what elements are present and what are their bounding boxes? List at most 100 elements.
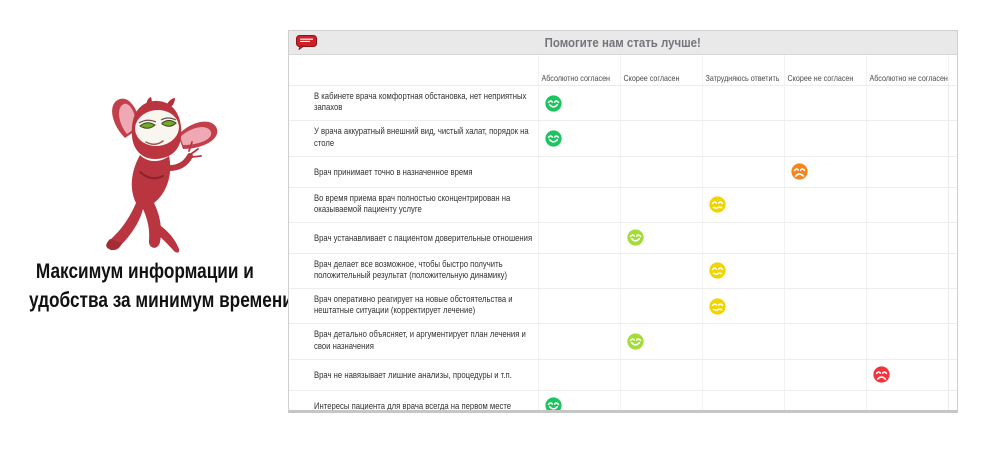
answer-cell[interactable] [702,187,784,222]
answer-cell[interactable] [784,187,866,222]
question-row: Во время приема врач полностью сконцентр… [289,187,957,223]
question-row: В кабинете врача комфортная обстановка, … [289,86,957,122]
answer-cell[interactable] [702,359,784,390]
answer-cell[interactable] [784,359,866,390]
column-header: Скорее согласен [620,55,702,85]
question-table: В кабинете врача комфортная обстановка, … [289,86,957,410]
answer-cell[interactable] [784,156,866,187]
right-strip [948,121,957,156]
answer-cell[interactable] [620,359,702,390]
right-strip [948,222,957,253]
answer-cell[interactable] [702,156,784,187]
question-text: Врач делает все возможное, чтобы быстро … [314,258,508,280]
answer-cell[interactable] [866,187,948,222]
neutral-face-icon [709,262,726,279]
question-row: У врача аккуратный внешний вид, чистый х… [289,121,957,157]
answer-cell[interactable] [702,289,784,324]
answer-cell[interactable] [866,324,948,359]
answer-cell[interactable] [702,121,784,156]
row-gutter [289,223,301,253]
panel-header: Помогите нам стать лучше! [289,31,957,55]
answer-cell[interactable] [784,253,866,288]
answer-cell[interactable] [538,86,620,121]
gutter-header [289,55,301,85]
column-header: Абсолютно не согласен [866,55,948,85]
answer-cell[interactable] [620,253,702,288]
answer-cell[interactable] [620,289,702,324]
answer-cell[interactable] [866,156,948,187]
question-row: Врач оперативно реагирует на новые обсто… [289,289,957,325]
right-strip [948,324,957,359]
answer-cell[interactable] [620,187,702,222]
answer-cell[interactable] [784,121,866,156]
answer-cell[interactable] [702,324,784,359]
answer-cell[interactable] [702,86,784,121]
question-text: Врач оперативно реагирует на новые обсто… [314,294,513,316]
answer-cell[interactable] [784,324,866,359]
answer-cell[interactable] [620,86,702,121]
answer-cell[interactable] [538,121,620,156]
question-row: Врач делает все возможное, чтобы быстро … [289,253,957,289]
question-text: Врач принимает точно в назначенное время [314,166,473,177]
right-strip [948,187,957,222]
right-strip [948,253,957,288]
answer-cell[interactable] [538,187,620,222]
answer-cell[interactable] [620,324,702,359]
sad-face-icon [791,163,808,180]
happy-face-icon [545,95,562,112]
answer-cell[interactable] [538,390,620,410]
answer-cell[interactable] [784,289,866,324]
row-gutter [289,188,301,222]
right-strip [948,390,957,410]
answer-cell[interactable] [702,222,784,253]
question-row: Врач не навязывает лишние анализы, проце… [289,359,957,391]
answer-cell[interactable] [620,121,702,156]
intro-section: Максимум информации и удобства за миниму… [0,0,293,454]
answer-cell[interactable] [538,324,620,359]
row-gutter [289,254,301,288]
row-gutter [289,360,301,390]
answer-cell[interactable] [538,156,620,187]
question-text: Врач не навязывает лишние анализы, проце… [314,369,512,380]
answer-cell[interactable] [702,253,784,288]
answer-cell[interactable] [538,289,620,324]
answer-cell[interactable] [866,222,948,253]
question-text: Врач устанавливает с пациентом доверител… [314,232,533,243]
right-strip [948,359,957,390]
answer-cell[interactable] [620,222,702,253]
row-gutter [289,121,301,155]
row-gutter [289,86,301,120]
tagline-line-1: Максимум информации и [36,260,254,283]
survey-panel: Помогите нам стать лучше! Абсолютно согл… [288,30,958,413]
happy-face-icon [545,397,562,410]
answer-cell[interactable] [866,390,948,410]
column-header: Абсолютно согласен [538,55,620,85]
smile-face-icon [627,333,644,350]
speech-bubble-logo-icon [296,35,317,50]
tagline: Максимум информации и удобства за миниму… [0,258,293,316]
column-header: Затрудняюсь ответить [702,55,784,85]
answer-cell[interactable] [784,390,866,410]
neutral-face-icon [709,196,726,213]
answer-cell[interactable] [702,390,784,410]
answer-cell[interactable] [866,253,948,288]
right-strip-header [948,55,957,85]
answer-cell[interactable] [866,121,948,156]
happy-face-icon [545,130,562,147]
question-row: Врач принимает точно в назначенное время [289,156,957,188]
answer-cell[interactable] [866,86,948,121]
answer-cell[interactable] [538,359,620,390]
answer-cell[interactable] [620,390,702,410]
right-strip [948,86,957,121]
question-row: Врач устанавливает с пациентом доверител… [289,222,957,254]
answer-cell[interactable] [538,253,620,288]
question-column-header [301,55,538,85]
answer-cell[interactable] [538,222,620,253]
row-gutter [289,289,301,323]
answer-cell[interactable] [784,86,866,121]
answer-cell[interactable] [866,359,948,390]
answer-cell[interactable] [620,156,702,187]
row-gutter [289,324,301,358]
answer-cell[interactable] [784,222,866,253]
answer-cell[interactable] [866,289,948,324]
